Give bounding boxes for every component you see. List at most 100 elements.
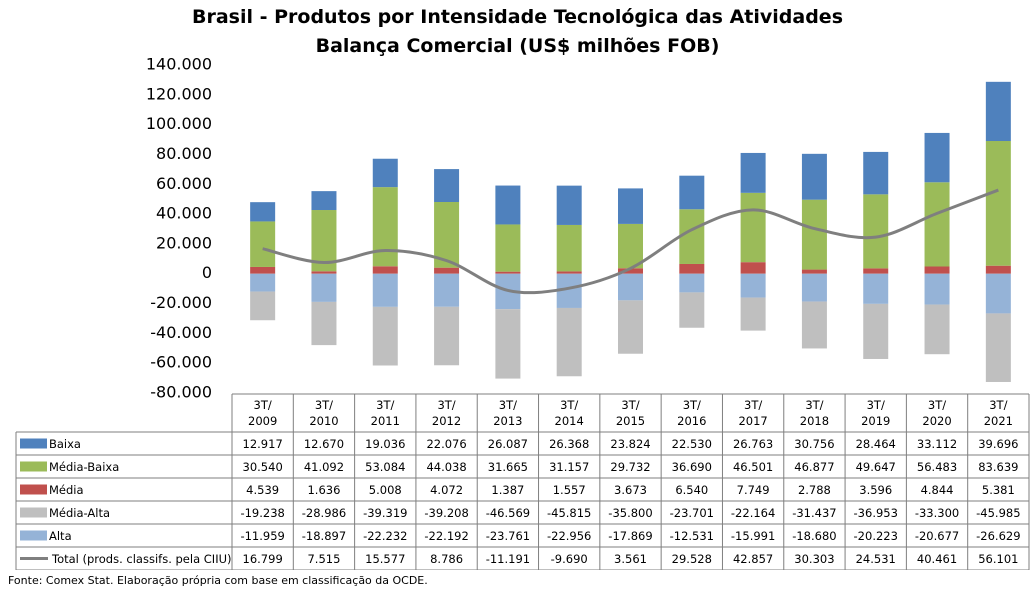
data-label: -20.677 [915,529,959,543]
data-label: 56.483 [917,460,957,474]
y-tick-label: -20.000 [150,293,212,312]
data-label: -39.208 [424,506,468,520]
bar-segment [618,223,643,269]
category-label: 3T/ [621,398,639,412]
legend-key [20,484,47,495]
data-label: 53.084 [365,460,405,474]
bar-segment [801,199,827,270]
y-tick-label: 100.000 [146,114,212,133]
data-label: -18.897 [302,529,346,543]
data-label: 33.112 [917,437,957,451]
bar-segment [250,221,276,267]
series-name: Baixa [49,437,81,451]
series-name: Total (prods. classifs. pela CIIU) [51,552,232,566]
bar-segment [679,175,705,210]
data-label: 7.749 [737,483,770,497]
data-label: -19.238 [240,506,284,520]
bar-segment [434,273,460,307]
bar-segment [556,224,582,272]
bar-segment [801,273,827,302]
data-label: 22.076 [426,437,466,451]
data-label: -22.956 [547,529,591,543]
data-label: -31.437 [792,506,836,520]
data-label: -20.223 [854,529,898,543]
bar-segment [985,81,1011,142]
bar-segment [495,224,521,272]
data-label: 3.596 [859,483,892,497]
data-label: -46.569 [486,506,530,520]
bar-segment [250,273,276,292]
data-label: 26.087 [488,437,528,451]
data-label: -15.991 [731,529,775,543]
category-label: 3T/ [744,398,762,412]
category-label: 3T/ [315,398,333,412]
data-label: 4.072 [430,483,463,497]
data-label: -26.629 [976,529,1020,543]
data-label: 12.917 [243,437,283,451]
bar-segment [863,194,889,269]
data-label: 16.799 [243,552,283,566]
chart-title: Brasil - Produtos por Intensidade Tecnol… [191,6,844,28]
y-tick-label: 0 [202,263,212,282]
legend-key [20,530,47,541]
source-note: Fonte: Comex Stat. Elaboração própria co… [8,574,428,587]
data-label: 15.577 [365,552,405,566]
bar-segment [924,304,950,355]
data-label: -22.232 [363,529,407,543]
bar-segment [679,209,705,264]
data-label: 5.381 [982,483,1015,497]
data-label: 29.732 [610,460,650,474]
data-label: 28.464 [856,437,896,451]
bar-segment [924,132,950,183]
bar-segment [924,266,950,274]
series-name: Média [49,483,84,497]
data-label: 83.639 [978,460,1018,474]
data-label: -36.953 [854,506,898,520]
bar-segment [801,153,827,200]
bar-segment [679,263,705,274]
data-label: -12.531 [670,529,714,543]
legend-key [20,507,47,518]
bar-segment [311,271,337,274]
y-tick-label: 60.000 [156,174,212,193]
data-label: 3.561 [614,552,647,566]
y-tick-label: -80.000 [150,383,212,402]
bar-segment [250,266,276,274]
category-label: 2017 [738,414,767,428]
y-tick-label: 140.000 [146,55,212,74]
data-label: 30.540 [243,460,283,474]
y-tick-label: 20.000 [156,233,212,252]
bar-segment [618,300,643,354]
data-label: 4.539 [246,483,279,497]
series-name: Alta [49,529,72,543]
category-label: 2012 [432,414,461,428]
bar-segment [740,152,766,193]
data-label: 56.101 [978,552,1018,566]
bar-segment [740,273,766,298]
bar-segment [495,271,521,274]
category-label: 2016 [677,414,706,428]
category-label: 3T/ [989,398,1007,412]
total-line [262,188,999,295]
bar-segment [434,306,460,366]
bar-segment [618,188,643,224]
category-label: 3T/ [867,398,885,412]
bar-segment [924,182,950,267]
bar-segment [863,273,889,304]
data-label: -39.319 [363,506,407,520]
bar-segment [372,158,398,188]
data-label: 4.844 [921,483,954,497]
bar-segment [372,273,398,307]
bar-segment [863,303,889,359]
bar-segment [311,273,337,302]
bar-segment [801,269,827,274]
category-label: 3T/ [928,398,946,412]
bar-segment [740,297,766,331]
y-tick-label: 40.000 [156,204,212,223]
category-label: 3T/ [499,398,517,412]
bar-segment [311,301,337,346]
data-label: -11.191 [486,552,530,566]
data-label: 31.665 [488,460,528,474]
data-label: 39.696 [978,437,1018,451]
data-label: 46.501 [733,460,773,474]
